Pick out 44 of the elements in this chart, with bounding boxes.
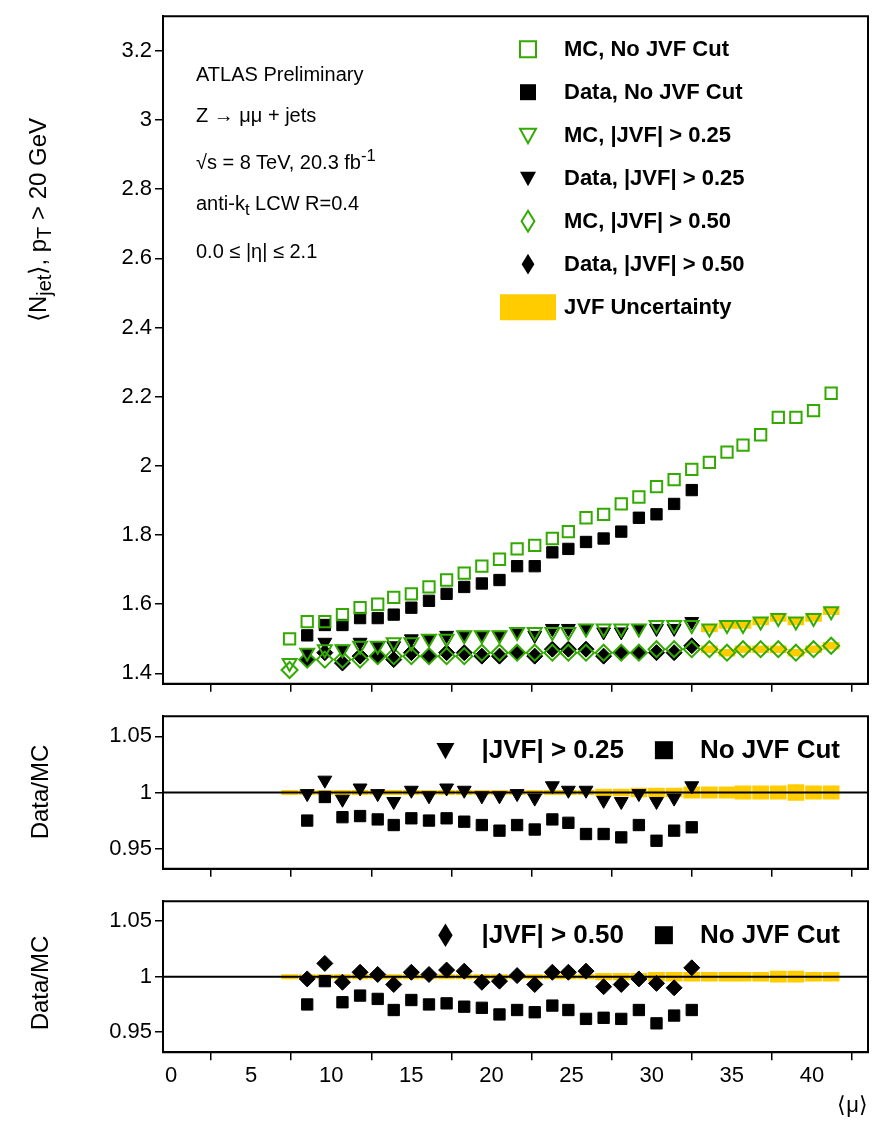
y-tick-label: 0.95 xyxy=(109,1018,152,1044)
y-tick-label: 1.6 xyxy=(121,590,152,616)
y-axis-title: Data/MC xyxy=(26,744,54,840)
legend-label: |JVF| > 0.25 xyxy=(481,734,624,765)
annotation: Z → μμ + jets xyxy=(196,103,318,127)
legend-label: No JVF Cut xyxy=(699,919,841,950)
y-tick-label: 1 xyxy=(139,778,152,804)
legend-label: No JVF Cut xyxy=(699,734,841,765)
annotation: anti-k$_{t}$ LCW R=0.4 xyxy=(196,190,361,221)
legend-label: MC, |JVF| > 0.25 xyxy=(564,122,731,148)
legend-label: JVF Uncertainty xyxy=(564,294,733,320)
y-tick-label: 1 xyxy=(139,962,152,988)
y-tick-label: 3 xyxy=(139,106,152,132)
legend-label: |JVF| > 0.50 xyxy=(481,919,624,950)
annotation: ATLAS Preliminary xyxy=(196,62,365,86)
x-tick-label: 25 xyxy=(559,1062,584,1088)
legend-label: Data, No JVF Cut xyxy=(564,79,744,105)
x-tick-label: 40 xyxy=(799,1062,825,1088)
y-tick-label: 1.05 xyxy=(109,722,152,748)
x-axis-title: ⟨μ⟩ xyxy=(837,1091,868,1117)
y-tick-label: 2.2 xyxy=(121,382,152,408)
x-tick-label: 10 xyxy=(319,1062,344,1088)
x-tick-label: 15 xyxy=(399,1062,424,1088)
x-tick-label: 35 xyxy=(719,1062,745,1088)
y-axis-title: Data/MC xyxy=(26,935,54,1031)
annotation: 0.0 ≤ |η| ≤ 2.1 xyxy=(196,238,319,263)
y-tick-label: 1.8 xyxy=(121,521,152,547)
y-tick-label: 2 xyxy=(139,451,152,477)
x-tick-label: 5 xyxy=(245,1062,258,1088)
y-tick-label: 1.05 xyxy=(109,907,152,933)
x-tick-label: 0 xyxy=(164,1062,178,1088)
legend-label: Data, |JVF| > 0.50 xyxy=(564,251,745,277)
legend-label: MC, No JVF Cut xyxy=(564,36,730,62)
y-tick-label: 2.4 xyxy=(121,313,152,339)
y-tick-label: 2.6 xyxy=(121,244,152,270)
legend-label: MC, |JVF| > 0.50 xyxy=(564,208,731,234)
annotation: √s = 8 TeV, 20.3 fb$^{-1}$ xyxy=(196,145,376,174)
y-tick-label: 2.8 xyxy=(121,175,152,201)
x-tick-label: 30 xyxy=(639,1062,664,1088)
y-tick-label: 1.4 xyxy=(121,659,152,685)
x-tick-label: 20 xyxy=(479,1062,504,1088)
y-tick-label: 0.95 xyxy=(109,834,152,860)
y-tick-label: 3.2 xyxy=(121,36,152,62)
legend-label: Data, |JVF| > 0.25 xyxy=(564,165,745,191)
